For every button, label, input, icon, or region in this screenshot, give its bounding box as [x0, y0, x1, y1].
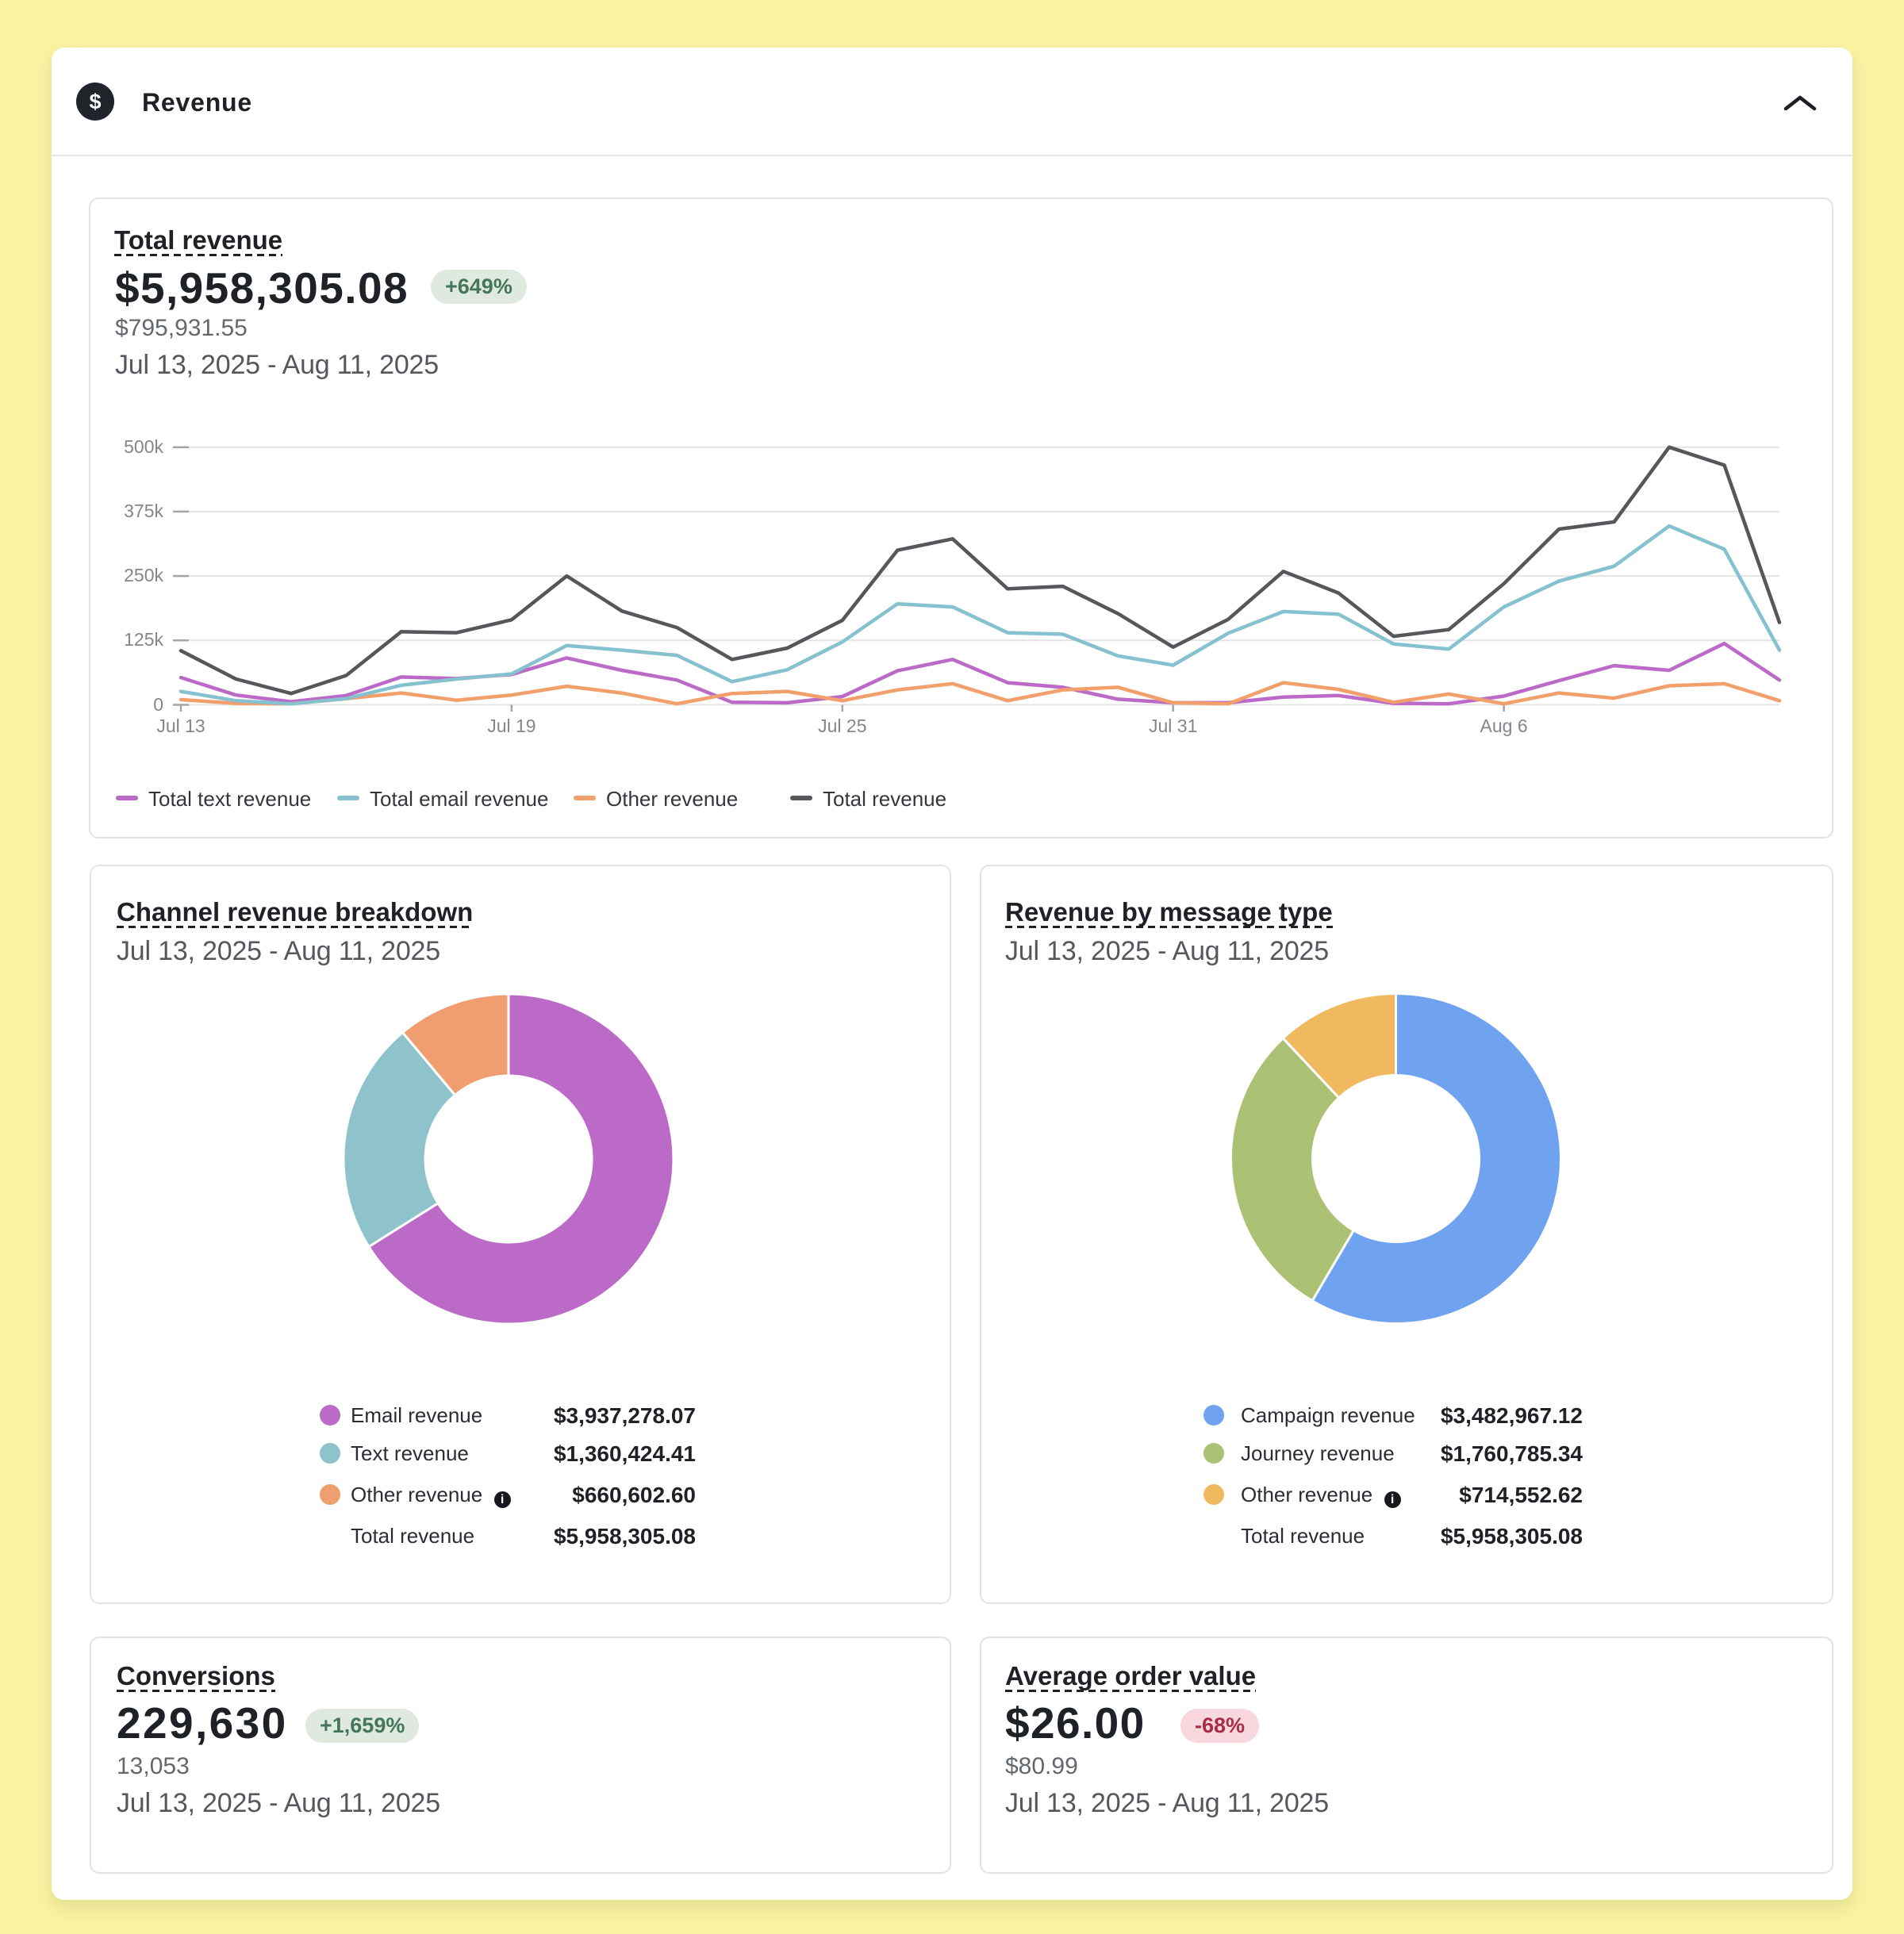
svg-text:Jul 19: Jul 19 [487, 716, 536, 736]
svg-text:125k: 125k [124, 629, 163, 650]
svg-text:250k: 250k [124, 565, 163, 585]
svg-text:Aug 6: Aug 6 [1480, 716, 1528, 736]
svg-text:0: 0 [153, 694, 163, 715]
svg-text:Jul 25: Jul 25 [818, 716, 866, 736]
svg-text:375k: 375k [124, 501, 163, 521]
svg-text:Jul 31: Jul 31 [1149, 716, 1197, 736]
svg-text:Jul 13: Jul 13 [156, 716, 205, 736]
svg-text:500k: 500k [124, 436, 163, 457]
